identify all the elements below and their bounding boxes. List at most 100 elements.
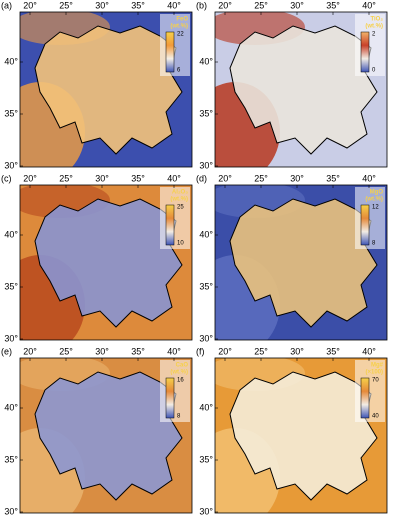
colorbar-title: Al₂O₃	[172, 190, 188, 196]
lat-tick-label: 40°	[199, 56, 213, 66]
mare-fill	[230, 372, 377, 500]
colorbar-min: 10	[177, 241, 184, 247]
lon-tick-label: 20°	[218, 173, 232, 183]
colorbar	[165, 204, 175, 246]
lon-tick-label: 25°	[59, 0, 73, 10]
colorbar-unit: (×100)	[365, 370, 383, 376]
lat-tick-label: 35°	[4, 454, 18, 464]
lon-tick-label: 40°	[167, 346, 181, 356]
lon-tick-label: 30°	[290, 0, 304, 10]
map-frame	[214, 11, 388, 168]
lon-tick-label: 35°	[326, 346, 340, 356]
lon-tick-label: 40°	[362, 173, 376, 183]
colorbar-title: CaO	[176, 363, 189, 369]
lat-tick-label: 40°	[4, 402, 18, 412]
panel-label: (c)	[1, 173, 12, 183]
legend-box	[355, 360, 385, 422]
mare-fill	[230, 199, 377, 327]
lat-tick-label: 35°	[4, 108, 18, 118]
lat-tick-label: 40°	[4, 229, 18, 239]
colorbar	[165, 31, 175, 73]
lon-tick-label: 40°	[362, 0, 376, 10]
colorbar	[165, 377, 175, 419]
lat-tick-label: 40°	[199, 229, 213, 239]
colorbar-unit: (wt.%)	[365, 197, 383, 203]
lat-tick-label: 30°	[4, 506, 18, 516]
mare-outline	[229, 371, 378, 501]
colorbar	[360, 204, 370, 246]
colorbar-min: 8	[372, 241, 376, 247]
lat-tick-label: 30°	[199, 160, 213, 170]
map-panel: MgO(wt.%) 12 8 (d) 20° 25° 30° 35° 40° 40° 35° 30°	[196, 173, 388, 343]
lon-tick-label: 20°	[218, 346, 232, 356]
mare-outline	[229, 198, 378, 328]
map-image	[215, 12, 387, 167]
legend-box	[160, 14, 190, 76]
colorbar-max: 25	[177, 205, 184, 211]
lon-tick-label: 25°	[59, 346, 73, 356]
colorbar-title: Mg#	[371, 363, 384, 369]
lat-tick-label: 30°	[199, 333, 213, 343]
colorbar	[360, 31, 370, 73]
colorbar-min: 0	[372, 68, 376, 74]
colorbar-min: 8	[177, 414, 181, 420]
lon-tick-label: 40°	[167, 173, 181, 183]
colorbar-title: TiO₂	[370, 17, 383, 23]
colorbar-max: 2	[372, 32, 376, 38]
lon-tick-label: 25°	[59, 173, 73, 183]
lon-tick-label: 25°	[254, 346, 268, 356]
colorbar-max: 16	[177, 378, 184, 384]
lon-tick-label: 35°	[326, 0, 340, 10]
lon-tick-label: 20°	[218, 0, 232, 10]
lat-tick-label: 35°	[4, 281, 18, 291]
lon-tick-label: 35°	[131, 0, 145, 10]
lon-tick-label: 20°	[23, 173, 37, 183]
panel-label: (b)	[196, 0, 207, 10]
colorbar-unit: (wt.%)	[170, 24, 188, 30]
lon-tick-label: 35°	[131, 173, 145, 183]
colorbar-max: 70	[372, 378, 379, 384]
lat-tick-label: 35°	[199, 281, 213, 291]
lat-tick-label: 30°	[4, 333, 18, 343]
lat-tick-label: 40°	[4, 56, 18, 66]
colorbar-unit: (wt.%)	[170, 370, 188, 376]
legend-box	[160, 360, 190, 422]
lat-tick-label: 40°	[199, 402, 213, 412]
mare-outline	[34, 198, 183, 328]
lon-tick-label: 25°	[254, 173, 268, 183]
map-panel: Al₂O₃(wt.%) 25 10 (c) 20° 25° 30° 35° 40° 40° 35° 3…	[1, 173, 193, 343]
colorbar-min: 6	[177, 68, 181, 74]
map-panel: CaO(wt.%) 16 8 (e) 20° 25° 30° 35° 40° 40° 35° 30°	[1, 346, 193, 516]
mare-fill	[35, 26, 182, 154]
mare-fill	[35, 199, 182, 327]
legend-box	[160, 187, 190, 249]
lon-tick-label: 35°	[131, 346, 145, 356]
colorbar-max: 22	[177, 32, 184, 38]
panel-label: (a)	[1, 0, 12, 10]
colorbar-title: FeO	[176, 17, 188, 23]
colorbar-max: 12	[372, 205, 379, 211]
mare-outline	[34, 25, 183, 155]
lat-tick-label: 35°	[199, 454, 213, 464]
map-frame	[19, 357, 193, 514]
map-frame	[19, 11, 193, 168]
panel-label: (e)	[1, 346, 12, 356]
lon-tick-label: 25°	[254, 0, 268, 10]
map-frame	[214, 357, 388, 514]
panel-label: (d)	[196, 173, 207, 183]
lat-tick-label: 35°	[199, 108, 213, 118]
map-frame	[19, 184, 193, 341]
lon-tick-label: 40°	[167, 0, 181, 10]
lon-tick-label: 35°	[326, 173, 340, 183]
mare-outline	[34, 371, 183, 501]
colorbar-unit: (wt.%)	[365, 24, 383, 30]
map-image	[215, 185, 387, 340]
legend-box	[355, 187, 385, 249]
colorbar-unit: (wt.%)	[170, 197, 188, 203]
mare-fill	[35, 372, 182, 500]
lon-tick-label: 30°	[95, 173, 109, 183]
legend-box	[355, 14, 385, 76]
lon-tick-label: 30°	[290, 173, 304, 183]
map-panel: Mg#(×100) 70 40 (f) 20° 25° 30° 35° 40° 40° 35° 30°	[196, 346, 388, 516]
